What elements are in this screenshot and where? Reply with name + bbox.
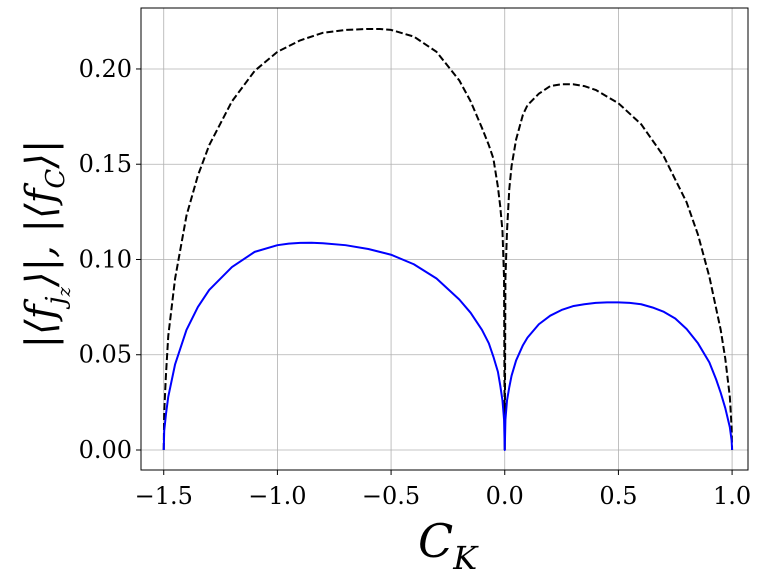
x-tick-label: −1.5 (135, 482, 193, 510)
series-line-solid (162, 241, 734, 451)
y-tick-label: 0.20 (79, 55, 132, 83)
y-tick-label: 0.10 (79, 245, 132, 273)
x-axis: −1.5 −1.0 −0.5 0.0 0.5 1.0 (135, 470, 751, 510)
y-axis: 0.00 0.05 0.10 0.15 0.20 (79, 55, 141, 464)
x-tick-label: 1.0 (713, 482, 751, 510)
y-tick-label: 0.15 (79, 150, 132, 178)
series-layer (162, 27, 734, 451)
plot-frame (140, 7, 749, 471)
y-tick-label: 0.05 (79, 341, 132, 369)
y-axis-label: |⟨fjz⟩|, |⟨fC⟩| (18, 140, 75, 349)
x-axis-label: CK (418, 514, 479, 571)
series-line-dashed (162, 27, 734, 451)
plot-background (141, 8, 748, 470)
y-tick-label: 0.00 (79, 436, 132, 464)
x-tick-label: 0.5 (599, 482, 637, 510)
x-tick-label: 0.0 (486, 482, 524, 510)
x-tick-label: −1.0 (248, 482, 306, 510)
grid-lines (141, 8, 748, 470)
x-tick-label: −0.5 (362, 482, 420, 510)
